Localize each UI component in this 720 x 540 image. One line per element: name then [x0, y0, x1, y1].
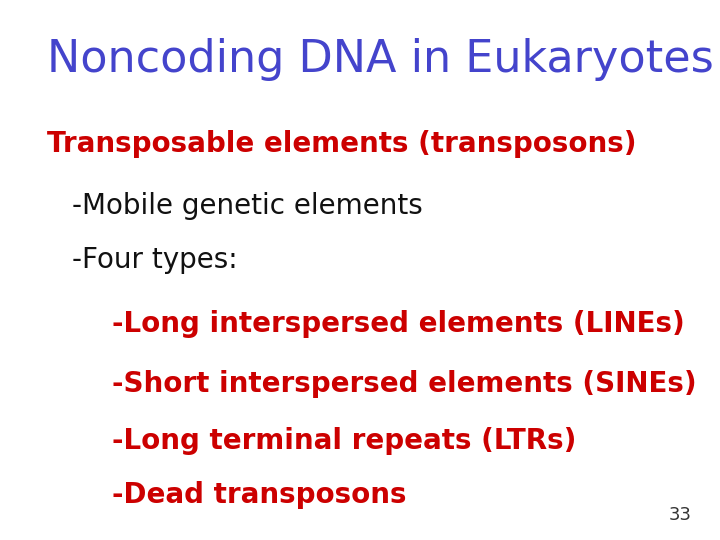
Text: Transposable elements (transposons): Transposable elements (transposons)	[47, 130, 636, 158]
Text: -Long interspersed elements (LINEs): -Long interspersed elements (LINEs)	[112, 310, 684, 339]
Text: Noncoding DNA in Eukaryotes: Noncoding DNA in Eukaryotes	[47, 38, 714, 81]
Text: 33: 33	[668, 506, 691, 524]
Text: -Short interspersed elements (SINEs): -Short interspersed elements (SINEs)	[112, 370, 696, 398]
Text: -Mobile genetic elements: -Mobile genetic elements	[72, 192, 423, 220]
Text: -Four types:: -Four types:	[72, 246, 238, 274]
Text: -Dead transposons: -Dead transposons	[112, 481, 406, 509]
Text: -Long terminal repeats (LTRs): -Long terminal repeats (LTRs)	[112, 427, 576, 455]
